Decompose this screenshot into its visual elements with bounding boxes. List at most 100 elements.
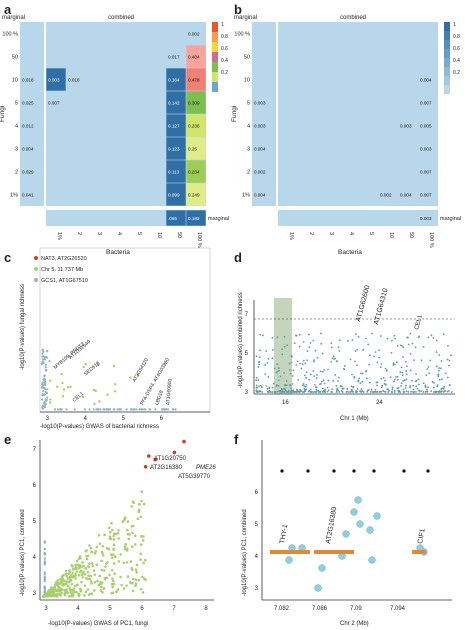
e-point <box>108 573 111 577</box>
heat-a-colorbar-segment <box>212 22 218 32</box>
e-point <box>64 569 68 573</box>
d-point <box>284 383 286 386</box>
f-x-tick: 7.086 <box>312 606 328 612</box>
d-point <box>384 367 387 370</box>
d-point <box>374 388 377 391</box>
heat-a-colorbar-tick: 0.2 <box>221 70 228 76</box>
d-point <box>309 373 312 376</box>
heat-a-cell <box>46 68 66 91</box>
e-point <box>137 578 140 582</box>
c-point <box>112 364 116 368</box>
c-point <box>73 408 76 411</box>
d-point <box>303 385 306 388</box>
heat-a-col-label: 100 % <box>196 232 202 248</box>
d-point <box>412 388 415 391</box>
e-point <box>88 577 91 581</box>
d-point <box>443 385 446 388</box>
e-point <box>134 584 137 588</box>
e-point <box>122 561 126 565</box>
d-point <box>420 359 423 362</box>
e-point <box>103 533 106 537</box>
d-point <box>357 379 360 382</box>
heat-a-cell <box>66 68 86 91</box>
d-point <box>305 376 308 379</box>
d-point <box>337 389 339 392</box>
e-point <box>55 594 59 598</box>
d-point <box>304 390 307 393</box>
d-point <box>391 388 394 391</box>
d-point <box>304 362 307 365</box>
d-point <box>446 358 449 361</box>
e-point <box>144 578 147 582</box>
d-point <box>337 380 339 382</box>
heat-a-col-label: 4 <box>116 232 122 235</box>
heat-b-cell <box>418 91 438 114</box>
d-point <box>307 333 310 336</box>
y-title-c: -log10(P-values) fungal richness <box>20 284 26 370</box>
heat-b-cell <box>418 68 438 91</box>
d-point <box>441 378 443 381</box>
d-point <box>257 366 260 368</box>
d-point <box>357 380 360 383</box>
c-gene-label: LBD18 <box>154 389 165 406</box>
e-point <box>139 515 143 519</box>
e-point <box>127 537 131 541</box>
heat-b-cell <box>398 114 418 137</box>
d-point <box>313 360 315 363</box>
e-point <box>84 550 88 553</box>
d-point <box>314 384 316 386</box>
d-point <box>402 356 404 358</box>
d-point <box>317 391 320 393</box>
heat-a-cell <box>186 68 206 91</box>
e-point <box>78 587 82 591</box>
heat-b-colorbar-tick: 0.6 <box>453 46 460 52</box>
d-point <box>369 381 371 384</box>
heat-a-header-marginal: marginal <box>2 15 25 21</box>
d-point <box>417 378 420 381</box>
e-point <box>126 532 130 536</box>
scatter-e: -log10(P-values) PC1, combined -log10(P-… <box>20 439 216 627</box>
e-point <box>74 584 77 588</box>
e-point <box>140 534 143 538</box>
e-point <box>112 562 116 565</box>
d-point <box>372 391 375 393</box>
d-point <box>292 391 295 393</box>
d-point <box>298 333 301 336</box>
heat-b-cell <box>418 183 438 206</box>
heat-a-marginal-value: 0.041 <box>22 193 34 198</box>
e-point <box>58 592 61 596</box>
heat-a-cell <box>186 114 206 137</box>
d-point <box>380 363 383 365</box>
scatter-f: -log10(P-values) PC1, combined Chr 2 (Mb… <box>242 440 452 627</box>
d-point <box>404 384 407 387</box>
d-point <box>379 366 382 369</box>
c-point <box>43 406 47 409</box>
e-x-tick: 3 <box>44 606 48 612</box>
d-point <box>376 381 379 384</box>
legend-c-1: NAT3, AT2G26520 <box>41 256 87 262</box>
heat-a-cell <box>186 183 206 206</box>
e-point <box>111 579 115 583</box>
e-x-tick: 8 <box>204 606 208 612</box>
heat-b-colorbar-segment <box>444 67 450 76</box>
e-point <box>63 591 67 595</box>
e-point <box>56 588 60 592</box>
heat-a-colorbar-tick: 1 <box>221 22 224 28</box>
c-point <box>49 398 52 401</box>
heat-a-bottom-marginal-value: 0.182 <box>188 216 200 221</box>
d-point <box>430 390 433 393</box>
d-point <box>342 367 345 370</box>
d-point <box>312 391 315 393</box>
d-point <box>431 380 434 383</box>
e-point <box>141 575 144 579</box>
d-point <box>264 373 267 376</box>
e-point <box>47 592 50 595</box>
e-point <box>93 573 97 576</box>
e-point <box>75 570 78 573</box>
d-point <box>401 374 404 377</box>
d-point <box>450 354 452 357</box>
heat-a-col-label: 50 <box>176 232 182 238</box>
c-x-tick: 4 <box>84 416 88 422</box>
d-point <box>364 337 367 340</box>
f-gene-label: CIF1 <box>417 528 427 544</box>
